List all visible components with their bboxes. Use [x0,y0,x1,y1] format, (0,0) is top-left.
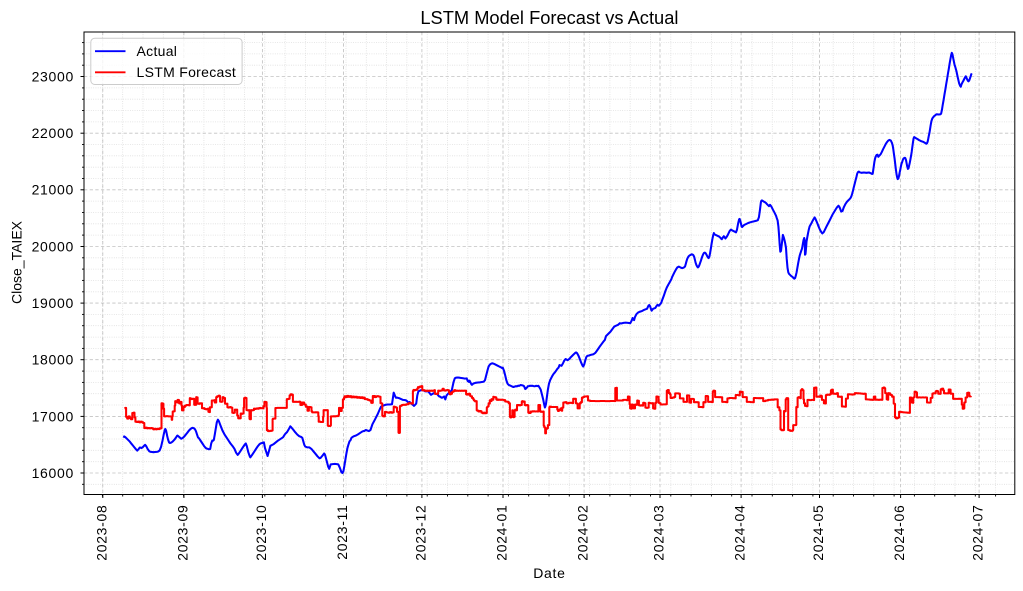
svg-text:2023-10: 2023-10 [253,505,269,561]
svg-text:2024-05: 2024-05 [810,505,826,561]
svg-text:Actual: Actual [137,43,178,59]
svg-text:2024-02: 2024-02 [575,505,591,561]
svg-text:2024-03: 2024-03 [651,505,667,561]
svg-text:22000: 22000 [32,125,74,141]
svg-text:LSTM Forecast: LSTM Forecast [137,64,237,80]
svg-text:2024-06: 2024-06 [891,505,907,561]
svg-text:2023-11: 2023-11 [334,505,350,560]
svg-text:Date: Date [533,565,565,581]
svg-text:2024-01: 2024-01 [494,505,510,561]
svg-text:17000: 17000 [32,408,74,424]
svg-text:18000: 18000 [32,352,74,368]
svg-text:19000: 19000 [32,295,74,311]
svg-text:2023-09: 2023-09 [174,505,190,561]
svg-text:2023-12: 2023-12 [412,505,428,561]
svg-text:20000: 20000 [32,238,74,254]
svg-text:16000: 16000 [32,465,74,481]
svg-text:21000: 21000 [32,182,74,198]
svg-text:2023-08: 2023-08 [93,505,109,561]
svg-text:LSTM Model Forecast vs Actual: LSTM Model Forecast vs Actual [420,7,678,28]
svg-text:2024-07: 2024-07 [970,505,986,561]
svg-text:Close_TAIEX: Close_TAIEX [8,220,24,304]
svg-text:2024-04: 2024-04 [732,505,748,561]
svg-text:23000: 23000 [32,68,74,84]
